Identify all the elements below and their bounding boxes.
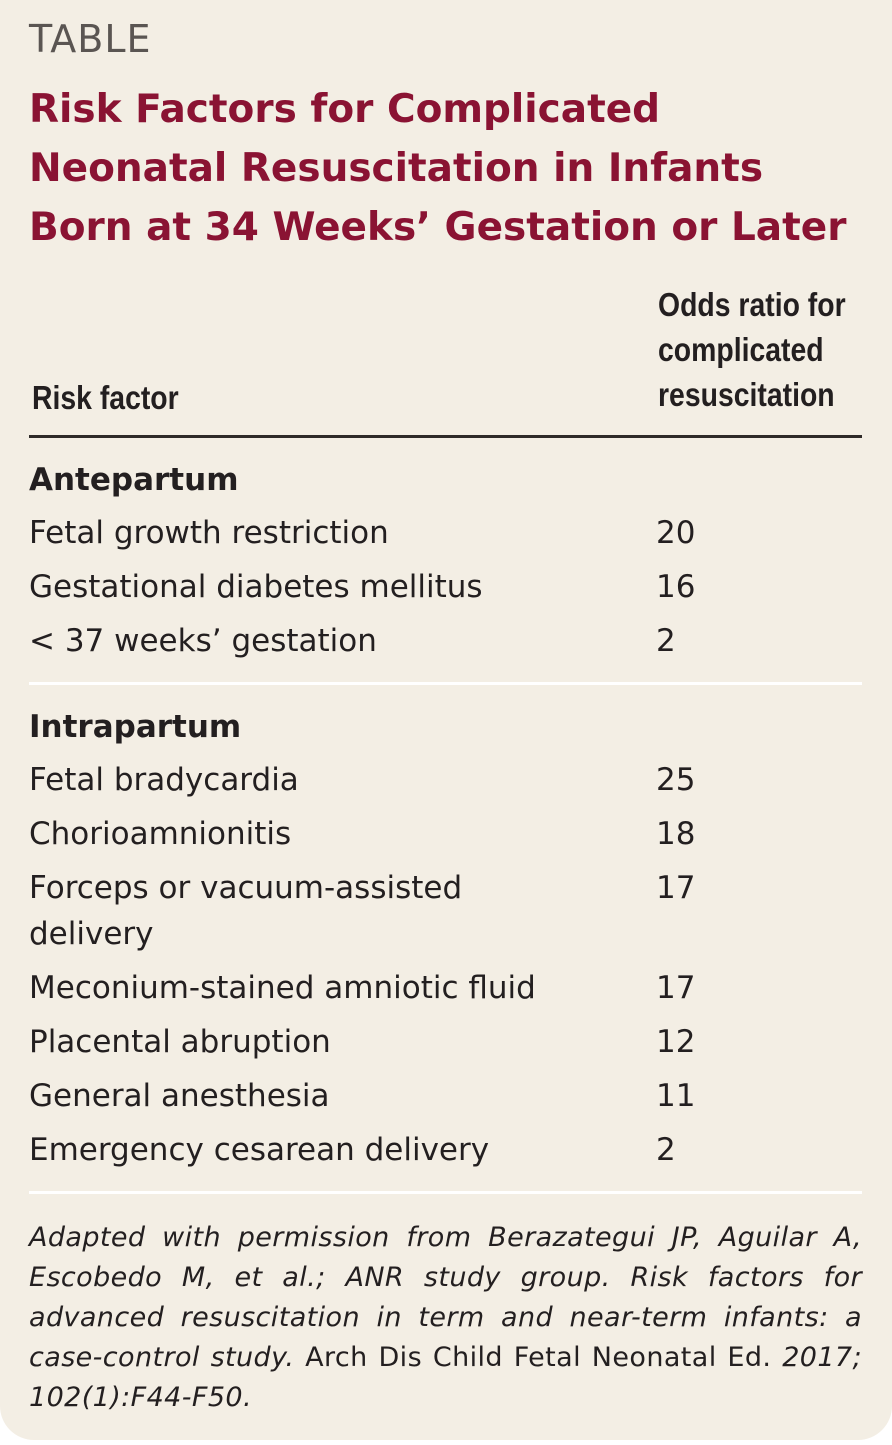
odds-ratio-cell: 25 — [656, 762, 696, 798]
table-row: Placental abruption 12 — [29, 1015, 862, 1069]
odds-ratio-cell: 17 — [656, 870, 696, 906]
odds-ratio-cell: 2 — [656, 1132, 676, 1168]
table-row: Emergency cesarean delivery 2 — [29, 1123, 862, 1177]
table-row: General anesthesia 11 — [29, 1069, 862, 1123]
risk-factor-cell: Forceps or vacuum-assisted delivery — [29, 870, 463, 952]
table-title: Risk Factors for Complicated Neonatal Re… — [29, 87, 847, 250]
odds-ratio-cell: 2 — [656, 623, 676, 659]
risk-factor-cell: Gestational diabetes mellitus — [29, 569, 483, 605]
risk-factor-cell: Chorioamnionitis — [29, 816, 292, 852]
table-row: Fetal bradycardia 25 — [29, 753, 862, 807]
footnote-journal: Arch Dis Child Fetal Neonatal Ed. — [294, 1342, 783, 1373]
table-label: TABLE — [29, 17, 152, 61]
odds-ratio-cell: 16 — [656, 569, 696, 605]
column-header-risk-factor: Risk factor — [32, 379, 179, 416]
risk-factor-cell: Fetal growth restriction — [29, 515, 389, 551]
table-header: Risk factor Odds ratio for complicated r… — [29, 286, 862, 438]
footnote-volume: 2017; 102(1):F44-F50. — [29, 1342, 862, 1413]
table-row: Forceps or vacuum-assisted delivery 17 — [29, 861, 862, 961]
source-footnote: Adapted with permission from Berazategui… — [29, 1218, 862, 1418]
table-row: Chorioamnionitis 18 — [29, 807, 862, 861]
risk-factor-cell: Meconium-stained amniotic fluid — [29, 970, 536, 1006]
group-antepartum: Antepartum Fetal growth restriction 20 G… — [29, 438, 862, 685]
risk-factor-cell: General anesthesia — [29, 1078, 330, 1114]
odds-ratio-cell: 12 — [656, 1024, 696, 1060]
odds-ratio-cell: 11 — [656, 1078, 696, 1114]
table-row: Gestational diabetes mellitus 16 — [29, 560, 862, 614]
table-row: Meconium-stained amniotic fluid 17 — [29, 961, 862, 1015]
risk-factor-cell: < 37 weeks’ gestation — [29, 623, 377, 659]
group-title: Intrapartum — [29, 709, 242, 745]
risk-factor-cell: Placental abruption — [29, 1024, 331, 1060]
table-row: < 37 weeks’ gestation 2 — [29, 614, 862, 668]
risk-factor-cell: Emergency cesarean delivery — [29, 1132, 490, 1168]
odds-ratio-cell: 17 — [656, 970, 696, 1006]
odds-ratio-cell: 20 — [656, 515, 696, 551]
column-header-odds-ratio: Odds ratio for complicated resuscitation — [658, 286, 846, 413]
group-intrapartum: Intrapartum Fetal bradycardia 25 Chorioa… — [29, 685, 862, 1194]
footnote-citation: Adapted with permission from Berazategui… — [29, 1222, 862, 1373]
risk-factor-cell: Fetal bradycardia — [29, 762, 299, 798]
odds-ratio-cell: 18 — [656, 816, 696, 852]
table-row: Fetal growth restriction 20 — [29, 506, 862, 560]
group-title: Antepartum — [29, 462, 239, 498]
